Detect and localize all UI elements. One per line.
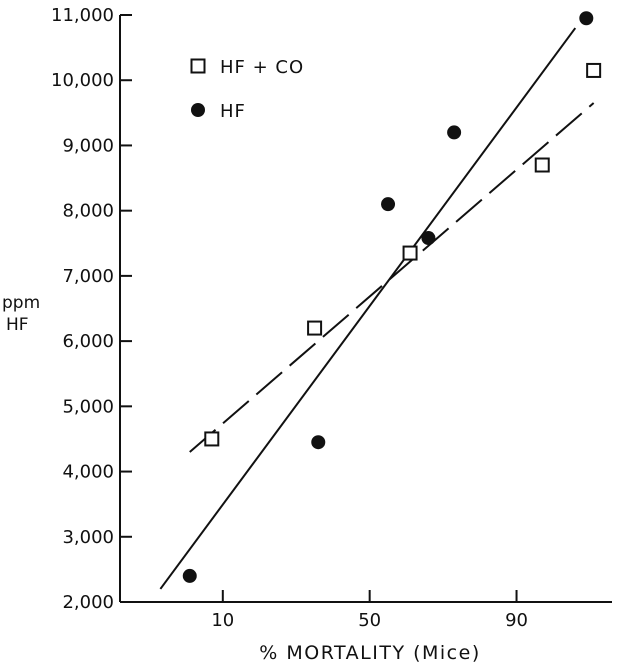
- data-point-square: [307, 320, 323, 336]
- data-point-circle: [579, 11, 594, 26]
- y-tick-label: 8,000: [62, 201, 114, 222]
- y-tick-label: 7,000: [62, 266, 114, 287]
- x-axis-title: % MORTALITY (Mice): [259, 642, 480, 664]
- x-tick-label: 90: [505, 610, 528, 631]
- y-tick-label: 6,000: [62, 331, 114, 352]
- data-point-circle: [421, 231, 436, 246]
- data-points: [182, 11, 602, 583]
- x-tick-label: 50: [358, 610, 381, 631]
- y-tick-label: 10,000: [51, 70, 114, 91]
- data-point-square: [402, 245, 418, 261]
- data-point-square: [586, 62, 602, 78]
- legend-marker-circle: [191, 103, 205, 117]
- y-tick-label: 9,000: [62, 135, 114, 156]
- fit-lines: [159, 27, 595, 590]
- legend-label: HF: [220, 101, 246, 122]
- axes: 2,000 3,000 4,000 5,000 6,000 7,000 8,000 9,000…: [51, 5, 612, 631]
- y-tick-label: 5,000: [62, 396, 114, 417]
- data-point-square: [534, 157, 550, 173]
- data-point-circle: [447, 125, 462, 140]
- legend-label: HF + CO: [220, 57, 304, 78]
- data-point-circle: [182, 568, 197, 583]
- legend-marker-square: [190, 58, 206, 74]
- y-tick-label: 3,000: [62, 527, 114, 548]
- y-tick-label: 11,000: [51, 5, 114, 26]
- x-tick-label: 10: [211, 610, 234, 631]
- solid-fit-line: [159, 27, 577, 590]
- data-point-circle: [381, 197, 396, 212]
- y-axis-label-ppm: ppm: [2, 293, 40, 313]
- data-point-circle: [311, 435, 326, 450]
- data-point-square: [204, 431, 220, 447]
- legend: HF + CO HF: [190, 57, 304, 122]
- y-tick-label: 2,000: [62, 592, 114, 613]
- y-axis-label-hf: HF: [6, 315, 29, 335]
- y-tick-label: 4,000: [62, 462, 114, 483]
